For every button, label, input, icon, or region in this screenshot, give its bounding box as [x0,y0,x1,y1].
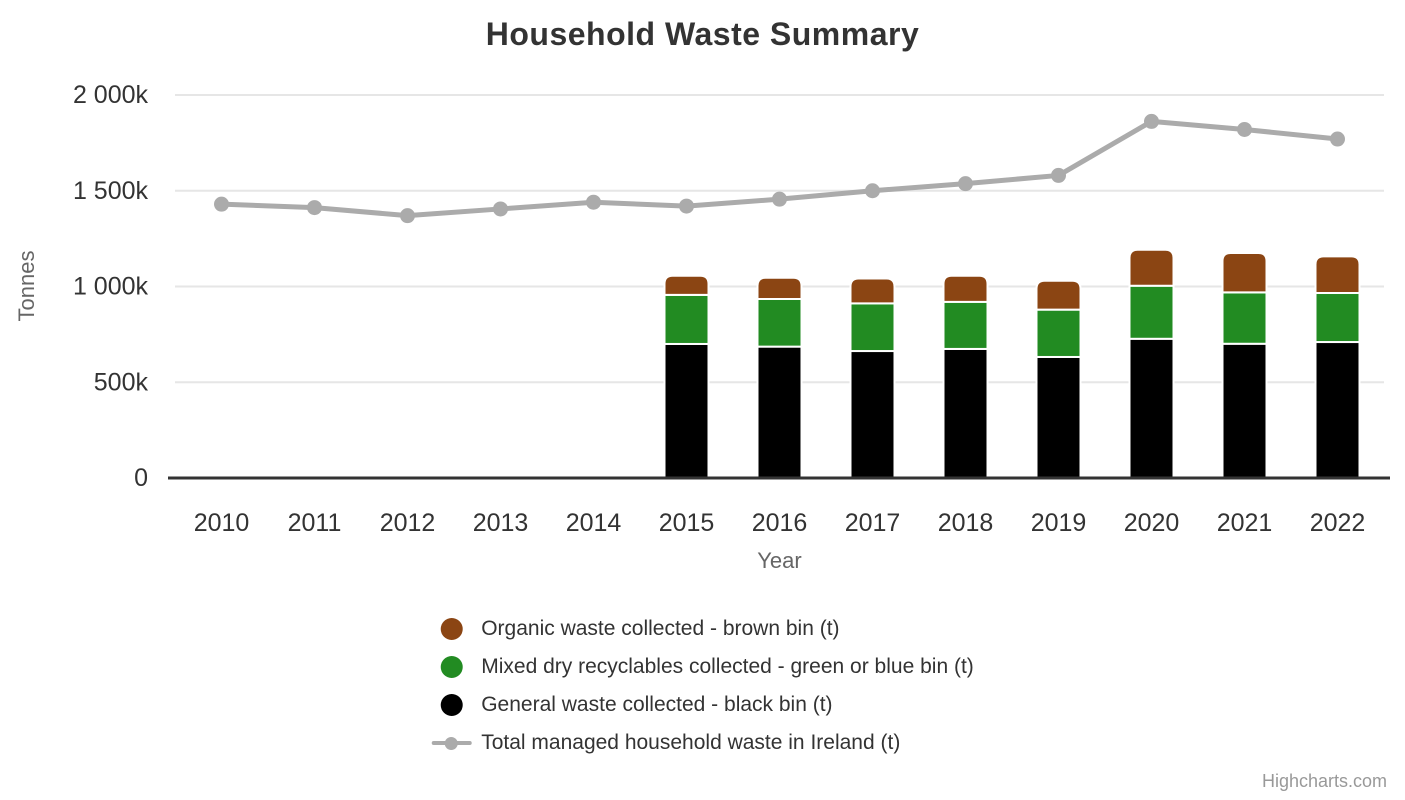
x-axis-label: 2010 [194,509,250,537]
y-axis-label: 1 000k [73,273,149,301]
legend-circle-symbol [431,656,471,678]
bar-segment-organic-2020[interactable] [1128,248,1175,287]
bar-segment-general-2015[interactable] [663,342,710,480]
bar-segment-mixed-2017[interactable] [849,302,896,353]
legend-item-general[interactable]: General waste collected - black bin (t) [431,686,974,724]
line-marker-2010[interactable] [214,196,229,212]
legend-circle-symbol [431,694,471,716]
line-marker-2021[interactable] [1237,121,1252,137]
y-axis-label: 1 500k [73,177,149,205]
legend-color-dot [440,618,463,640]
line-marker-2017[interactable] [865,183,880,199]
bar-segment-general-2022[interactable] [1314,341,1361,479]
line-marker-2014[interactable] [586,194,601,210]
y-axis-label: 500k [94,368,149,396]
legend-label: General waste collected - black bin (t) [481,693,833,716]
x-axis-label: 2012 [380,509,436,537]
legend-item-organic[interactable]: Organic waste collected - brown bin (t) [431,610,974,648]
y-axis-label: 0 [134,464,148,492]
x-axis-label: 2014 [566,509,622,537]
bar-segment-general-2018[interactable] [942,347,989,479]
legend: Organic waste collected - brown bin (t) M… [431,610,974,762]
line-marker-2020[interactable] [1144,113,1159,129]
line-marker-2015[interactable] [679,198,694,214]
line-marker-2013[interactable] [493,201,508,217]
legend-line-marker [444,736,458,750]
bar-segment-mixed-2021[interactable] [1221,291,1268,345]
bar-segment-organic-2017[interactable] [849,277,896,305]
bar-segment-mixed-2019[interactable] [1035,308,1082,358]
x-axis-label: 2020 [1124,509,1180,537]
bar-segment-general-2020[interactable] [1128,337,1175,480]
x-axis-title: Year [757,548,801,573]
bar-segment-mixed-2022[interactable] [1314,292,1361,344]
bar-segment-mixed-2015[interactable] [663,293,710,345]
bar-segment-organic-2016[interactable] [756,276,803,300]
bar-segment-organic-2021[interactable] [1221,251,1268,294]
bar-segment-mixed-2018[interactable] [942,300,989,350]
bar-segment-organic-2015[interactable] [663,274,710,296]
legend-item-total[interactable]: Total managed household waste in Ireland… [431,724,974,762]
legend-item-mixed[interactable]: Mixed dry recyclables collected - green … [431,648,974,686]
x-axis-label: 2011 [288,509,342,537]
legend-label: Total managed household waste in Ireland… [481,731,901,754]
y-axis-title: Tonnes [14,251,39,322]
legend-color-dot [440,656,463,678]
x-axis-label: 2019 [1031,509,1087,537]
x-axis-label: 2017 [845,509,901,537]
legend-label: Organic waste collected - brown bin (t) [481,617,840,640]
legend-color-dot [440,694,463,716]
bar-segment-organic-2019[interactable] [1035,279,1082,311]
line-marker-2012[interactable] [400,208,415,224]
x-axis-label: 2021 [1217,509,1273,537]
bar-segment-organic-2018[interactable] [942,274,989,303]
line-marker-2022[interactable] [1330,131,1345,147]
x-axis-label: 2013 [473,509,529,537]
bar-segment-mixed-2020[interactable] [1128,284,1175,340]
bar-segment-general-2021[interactable] [1221,342,1268,480]
line-marker-2011[interactable] [307,200,322,216]
legend-label: Mixed dry recyclables collected - green … [481,655,974,678]
bar-segment-general-2017[interactable] [849,350,896,479]
x-axis-label: 2022 [1310,509,1366,537]
chart-title: Household Waste Summary [485,16,920,52]
highcharts-credits-link[interactable]: Highcharts.com [1261,771,1387,791]
line-marker-2019[interactable] [1051,167,1066,183]
x-axis-label: 2018 [938,509,994,537]
bar-segment-organic-2022[interactable] [1314,255,1361,295]
line-marker-2016[interactable] [772,191,787,207]
bar-segment-general-2019[interactable] [1035,355,1082,479]
bar-segment-mixed-2016[interactable] [756,297,803,348]
bar-segment-general-2016[interactable] [756,345,803,480]
legend-line-symbol [431,732,472,754]
y-axis-label: 2 000k [73,81,149,109]
x-axis-label: 2015 [659,509,715,537]
x-axis-label: 2016 [752,509,808,537]
line-marker-2018[interactable] [958,176,973,192]
legend-circle-symbol [431,618,471,640]
